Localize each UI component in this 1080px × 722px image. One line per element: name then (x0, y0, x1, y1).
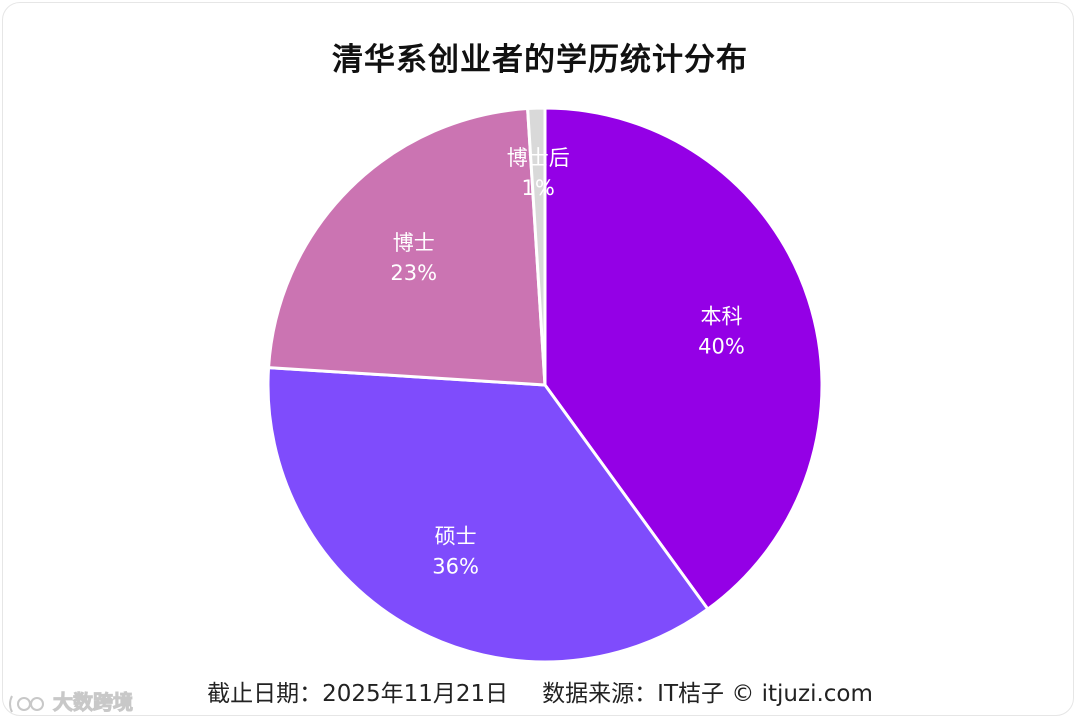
pie-slice-2 (267, 107, 547, 387)
slice-value-1: 36% (432, 555, 479, 579)
pie-slice-3 (526, 106, 547, 387)
slice-value-2: 23% (390, 261, 437, 285)
slice-label-3: 博士后 (507, 146, 570, 170)
watermark-text: 大数跨境 (52, 690, 133, 715)
pie-slice-1 (266, 366, 710, 664)
slice-label-2: 博士 (393, 231, 435, 255)
chart-title: 清华系创业者的学历统计分布 (332, 42, 748, 78)
slice-label-1: 硕士 (435, 525, 477, 549)
chart-footer: 截止日期：2025年11月21日 数据来源：IT桔子 © itjuzi.com (0, 674, 1080, 708)
pie-slice-0 (543, 106, 824, 611)
watermark-logo-icon (9, 695, 44, 712)
cutoff-date: 截止日期：2025年11月21日 (207, 681, 509, 707)
watermark: 大数跨境 (6, 686, 133, 716)
slice-value-0: 40% (698, 335, 745, 359)
data-source: 数据来源：IT桔子 © itjuzi.com (542, 681, 873, 707)
slice-label-0: 本科 (701, 305, 743, 329)
slice-value-3: 1% (522, 176, 555, 200)
